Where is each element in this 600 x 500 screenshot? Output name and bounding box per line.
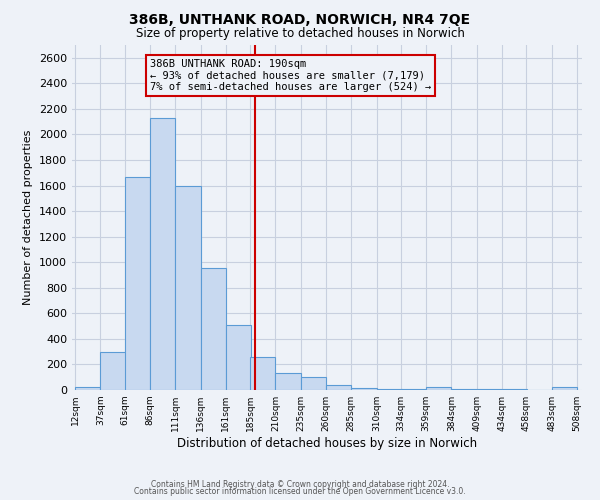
Text: 386B UNTHANK ROAD: 190sqm
← 93% of detached houses are smaller (7,179)
7% of sem: 386B UNTHANK ROAD: 190sqm ← 93% of detac…: [150, 59, 431, 92]
Text: Contains public sector information licensed under the Open Government Licence v3: Contains public sector information licen…: [134, 487, 466, 496]
X-axis label: Distribution of detached houses by size in Norwich: Distribution of detached houses by size …: [177, 437, 477, 450]
Bar: [175, 186, 200, 390]
Bar: [150, 118, 175, 390]
Bar: [125, 178, 150, 390]
Bar: [275, 374, 301, 390]
Bar: [75, 387, 100, 390]
Text: 386B, UNTHANK ROAD, NORWICH, NR4 7QE: 386B, UNTHANK ROAD, NORWICH, NR4 7QE: [130, 12, 470, 26]
Text: Contains HM Land Registry data © Crown copyright and database right 2024.: Contains HM Land Registry data © Crown c…: [151, 480, 449, 489]
Bar: [326, 385, 351, 390]
Bar: [100, 352, 125, 390]
Bar: [200, 268, 226, 390]
Y-axis label: Number of detached properties: Number of detached properties: [23, 130, 34, 305]
Bar: [250, 358, 275, 390]
Bar: [377, 388, 402, 390]
Bar: [426, 388, 451, 390]
Bar: [351, 388, 377, 390]
Bar: [301, 377, 326, 390]
Bar: [226, 325, 251, 390]
Text: Size of property relative to detached houses in Norwich: Size of property relative to detached ho…: [136, 28, 464, 40]
Bar: [551, 388, 577, 390]
